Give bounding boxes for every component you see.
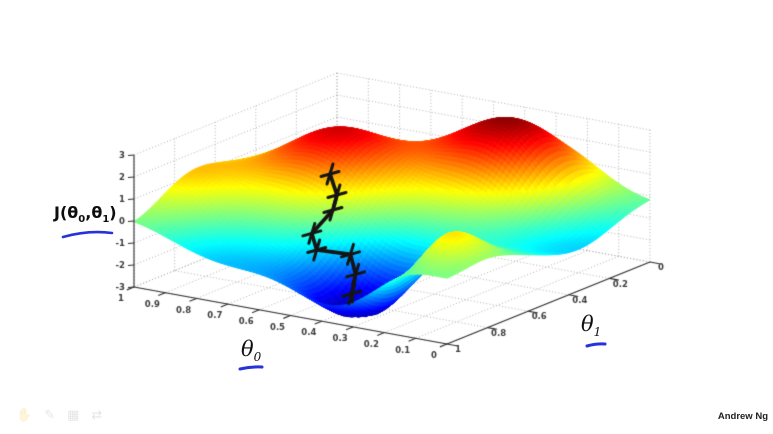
theta1-subscript: 1 [593, 325, 602, 340]
theta1-symbol: θ [581, 312, 594, 336]
toolbar-icons: ✋ ✎ ▦ ⇄ [16, 408, 102, 423]
theta1-axis-label: θ1 [581, 312, 601, 339]
theta0-axis-label: θ0 [241, 337, 261, 364]
theta0-subscript: 0 [253, 350, 262, 365]
z-axis-label-sub1: 1 [102, 214, 110, 226]
z-axis-label-sub0: 0 [78, 214, 86, 226]
hand-icon[interactable]: ✋ [16, 408, 33, 423]
z-axis-label: J(θ0,θ1) [54, 203, 117, 225]
z-axis-label-mid: ,θ [85, 203, 103, 222]
shape-icon[interactable]: ▦ [67, 408, 80, 423]
z-axis-label-text: J(θ [54, 203, 79, 222]
pen-icon[interactable]: ✎ [44, 408, 56, 423]
theta0-symbol: θ [241, 337, 254, 361]
z-axis-label-close: ) [109, 203, 117, 222]
arrows-icon[interactable]: ⇄ [91, 408, 103, 423]
author-credit: Andrew Ng [717, 411, 768, 422]
